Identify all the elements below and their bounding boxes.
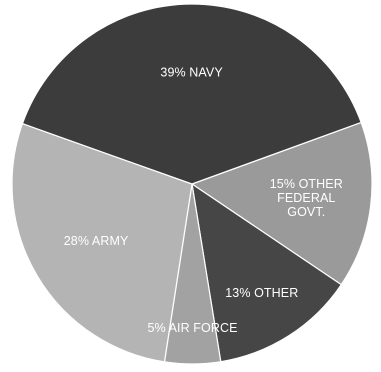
pie-slice-label-line: FEDERAL [277, 191, 335, 205]
pie-slice-label-line: 5% AIR FORCE [147, 321, 237, 335]
pie-slice-label-3: 5% AIR FORCE [147, 321, 237, 335]
pie-labels: 15% OTHER FEDERAL GOVT. 13% OTHER 5% AIR FOR… [64, 65, 343, 335]
pie-slice-2 [191, 182, 343, 363]
pie-slice-label-line: 39% NAVY [160, 65, 223, 79]
pie-slice-label-1: 15% OTHER FEDERAL GOVT. [270, 177, 343, 219]
pie-slices [11, 3, 373, 365]
pie-slice-label-4: 28% ARMY [64, 234, 129, 248]
pie-slice-label-2: 13% OTHER [225, 286, 298, 300]
pie-slice-1 [190, 121, 373, 286]
pie-slice-label-line: 13% OTHER [225, 286, 298, 300]
pie-slice-label-line: 28% ARMY [64, 234, 129, 248]
pie-slice-label-line: 15% OTHER [270, 177, 343, 191]
pie-slice-4 [11, 122, 193, 363]
pie-slice-label-line: GOVT. [287, 205, 325, 219]
pie-slice-label-5: 39% NAVY [160, 65, 223, 79]
pie-slice-5 [21, 3, 362, 185]
